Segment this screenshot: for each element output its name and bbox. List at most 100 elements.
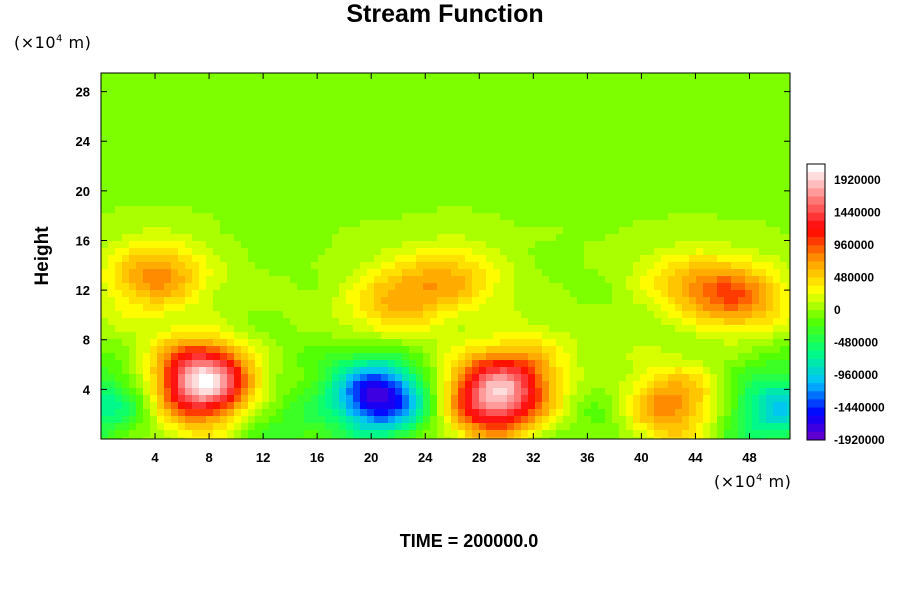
field-cell bbox=[339, 297, 347, 305]
field-cell bbox=[612, 311, 620, 319]
field-cell bbox=[164, 304, 172, 312]
field-cell bbox=[612, 150, 620, 158]
field-cell bbox=[696, 108, 704, 116]
field-cell bbox=[668, 248, 676, 256]
field-cell bbox=[136, 164, 144, 172]
field-cell bbox=[675, 409, 683, 417]
field-cell bbox=[192, 129, 200, 137]
field-cell bbox=[409, 255, 417, 263]
field-cell bbox=[717, 262, 725, 270]
field-cell bbox=[717, 220, 725, 228]
field-cell bbox=[675, 143, 683, 151]
field-cell bbox=[542, 178, 550, 186]
field-cell bbox=[591, 360, 599, 368]
field-cell bbox=[535, 367, 543, 375]
field-cell bbox=[626, 171, 634, 179]
field-cell bbox=[437, 101, 445, 109]
field-cell bbox=[507, 332, 515, 340]
field-cell bbox=[206, 171, 214, 179]
field-cell bbox=[514, 311, 522, 319]
field-cell bbox=[612, 220, 620, 228]
field-cell bbox=[465, 248, 473, 256]
field-cell bbox=[171, 318, 179, 326]
field-cell bbox=[640, 297, 648, 305]
field-cell bbox=[584, 304, 592, 312]
field-cell bbox=[269, 248, 277, 256]
field-cell bbox=[304, 178, 312, 186]
field-cell bbox=[661, 136, 669, 144]
field-cell bbox=[430, 290, 438, 298]
field-cell bbox=[528, 101, 536, 109]
field-cell bbox=[346, 115, 354, 123]
field-cell bbox=[626, 80, 634, 88]
field-cell bbox=[241, 108, 249, 116]
field-cell bbox=[570, 353, 578, 361]
field-cell bbox=[241, 234, 249, 242]
field-cell bbox=[269, 87, 277, 95]
field-cell bbox=[507, 360, 515, 368]
field-cell bbox=[668, 409, 676, 417]
field-cell bbox=[479, 416, 487, 424]
field-cell bbox=[738, 318, 746, 326]
field-cell bbox=[444, 199, 452, 207]
field-cell bbox=[556, 332, 564, 340]
field-cell bbox=[640, 108, 648, 116]
field-cell bbox=[304, 430, 312, 438]
field-cell bbox=[598, 248, 606, 256]
field-cell bbox=[150, 136, 158, 144]
field-cell bbox=[570, 276, 578, 284]
field-cell bbox=[486, 437, 494, 440]
field-cell bbox=[479, 87, 487, 95]
field-cell bbox=[591, 136, 599, 144]
field-cell bbox=[353, 136, 361, 144]
field-cell bbox=[241, 199, 249, 207]
field-cell bbox=[367, 283, 375, 291]
field-cell bbox=[472, 164, 480, 172]
field-cell bbox=[248, 248, 256, 256]
field-cell bbox=[136, 332, 144, 340]
field-cell bbox=[185, 262, 193, 270]
field-cell bbox=[311, 255, 319, 263]
field-cell bbox=[339, 213, 347, 221]
field-cell bbox=[507, 353, 515, 361]
field-cell bbox=[654, 423, 662, 431]
field-cell bbox=[556, 423, 564, 431]
field-cell bbox=[514, 94, 522, 102]
field-cell bbox=[535, 325, 543, 333]
field-cell bbox=[675, 262, 683, 270]
field-cell bbox=[675, 178, 683, 186]
field-cell bbox=[724, 325, 732, 333]
field-cell bbox=[395, 80, 403, 88]
field-cell bbox=[535, 101, 543, 109]
field-cell bbox=[619, 241, 627, 249]
field-cell bbox=[346, 178, 354, 186]
field-cell bbox=[563, 185, 571, 193]
field-cell bbox=[444, 115, 452, 123]
field-cell bbox=[325, 143, 333, 151]
field-cell bbox=[696, 234, 704, 242]
field-cell bbox=[283, 409, 291, 417]
field-cell bbox=[430, 164, 438, 172]
field-cell bbox=[731, 192, 739, 200]
field-cell bbox=[192, 346, 200, 354]
field-cell bbox=[745, 283, 753, 291]
field-cell bbox=[549, 185, 557, 193]
field-cell bbox=[178, 248, 186, 256]
field-cell bbox=[703, 360, 711, 368]
field-cell bbox=[486, 248, 494, 256]
field-cell bbox=[472, 269, 480, 277]
field-cell bbox=[325, 381, 333, 389]
field-cell bbox=[423, 346, 431, 354]
field-cell bbox=[577, 255, 585, 263]
field-cell bbox=[500, 227, 508, 235]
field-cell bbox=[255, 290, 263, 298]
field-cell bbox=[647, 241, 655, 249]
field-cell bbox=[577, 241, 585, 249]
field-cell bbox=[486, 227, 494, 235]
field-cell bbox=[507, 283, 515, 291]
field-cell bbox=[563, 73, 571, 81]
field-cell bbox=[185, 122, 193, 130]
field-cell bbox=[248, 388, 256, 396]
field-cell bbox=[402, 143, 410, 151]
field-cell bbox=[598, 346, 606, 354]
